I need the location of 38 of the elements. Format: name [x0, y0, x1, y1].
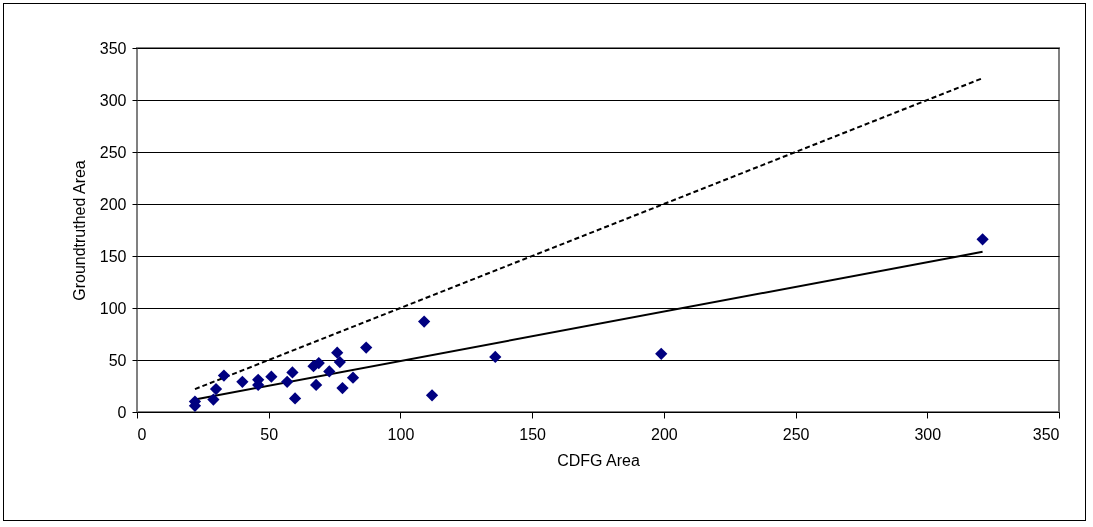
x-tick-label: 300 [914, 425, 942, 443]
point [286, 366, 299, 379]
point [489, 350, 502, 363]
point [331, 346, 344, 359]
x-tick-label: 250 [782, 425, 810, 443]
y-tick-label: 0 [117, 403, 127, 421]
point [346, 371, 360, 384]
x-tick-label: 0 [137, 425, 147, 443]
point [281, 375, 294, 388]
x-tick-label: 350 [1032, 425, 1060, 443]
y-tick-label: 200 [99, 195, 127, 213]
point [425, 389, 439, 402]
x-tick-label: 100 [387, 425, 415, 443]
point [333, 355, 346, 369]
x-tick-label: 200 [651, 425, 678, 443]
y-tick-label: 300 [99, 91, 127, 109]
point [310, 378, 323, 392]
point [209, 383, 223, 396]
y-axis-title: Groundtruthed Area [70, 160, 88, 301]
y-tick-label: 250 [99, 143, 127, 161]
point [976, 233, 989, 246]
point [655, 347, 668, 360]
point [323, 365, 336, 378]
point [265, 370, 278, 383]
x-tick-label: 150 [519, 425, 547, 443]
y-tick-label: 350 [99, 39, 127, 57]
x-tick-label: 50 [260, 425, 279, 443]
point [288, 392, 302, 405]
point [207, 393, 220, 406]
point [360, 341, 373, 354]
y-tick-label: 150 [99, 247, 127, 265]
point [217, 369, 231, 382]
point [418, 315, 431, 328]
point [336, 381, 349, 395]
y-tick-label: 100 [99, 299, 127, 317]
x-axis-title: CDFG Area [557, 451, 640, 469]
y-tick-label: 50 [108, 351, 127, 369]
point [236, 375, 249, 388]
